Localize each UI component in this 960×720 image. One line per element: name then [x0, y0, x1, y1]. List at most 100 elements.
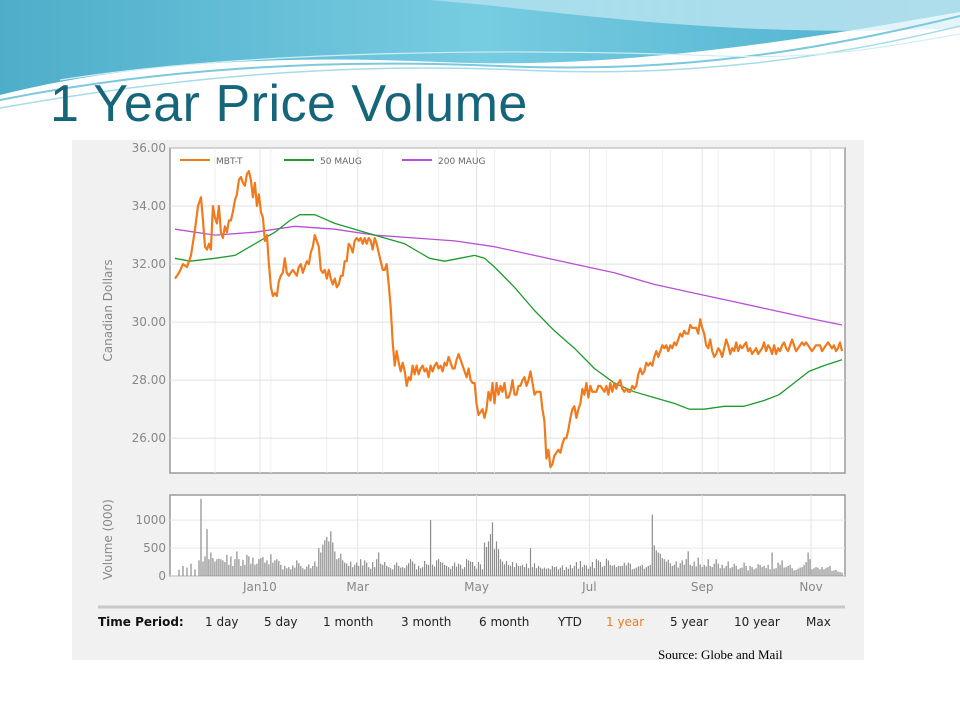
volume-bar — [412, 561, 414, 576]
volume-bar — [719, 568, 721, 576]
volume-bar — [216, 559, 218, 576]
volume-bar — [336, 559, 338, 576]
price-ytick-label: 32.00 — [132, 257, 166, 271]
volume-bar — [254, 564, 256, 576]
time-period-label: Time Period: — [98, 615, 184, 629]
volume-bar — [711, 567, 713, 576]
volume-bar — [553, 567, 555, 576]
volume-bar — [204, 556, 206, 576]
volume-bar — [573, 565, 575, 576]
volume-bar — [310, 568, 312, 576]
volume-bar — [242, 559, 244, 576]
volume-bar — [527, 568, 530, 576]
stock-chart: 36.00 34.00 32.00 30.00 28.00 26.00 Canadian D… — [98, 141, 846, 609]
price-plot-area — [169, 147, 846, 474]
volume-bar — [434, 566, 436, 576]
volume-bar — [743, 562, 745, 576]
volume-bar — [244, 564, 246, 576]
time-period-option-1-day[interactable]: 1 day — [205, 615, 239, 629]
volume-bar — [541, 568, 543, 576]
volume-bar — [775, 568, 777, 576]
volume-bar — [683, 564, 685, 576]
volume-bar — [178, 569, 180, 576]
volume-bar — [559, 567, 561, 576]
volume-bar — [801, 567, 803, 576]
volume-bar — [815, 567, 817, 576]
x-tick-label: Sep — [691, 580, 714, 594]
volume-bar — [477, 562, 480, 576]
volume-bar — [350, 561, 352, 576]
volume-bar — [769, 569, 771, 576]
time-period-option-1-year[interactable]: 1 year — [606, 615, 645, 629]
volume-bar — [410, 559, 412, 576]
volume-bar — [268, 564, 270, 576]
volume-bar — [793, 570, 795, 576]
time-period-option-10-year[interactable]: 10 year — [734, 615, 780, 629]
volume-bar — [501, 561, 504, 576]
volume-bar — [673, 564, 675, 576]
time-period-option-1-month[interactable]: 1 month — [323, 615, 374, 629]
volume-bar — [705, 566, 707, 576]
volume-y-axis-label: Volume (000) — [101, 499, 115, 580]
price-ytick-label: 34.00 — [132, 199, 166, 213]
volume-bar — [625, 565, 627, 576]
volume-bar — [535, 568, 538, 576]
time-period-option-3-month[interactable]: 3 month — [401, 615, 452, 629]
volume-bar — [276, 559, 278, 576]
volume-bar — [831, 571, 833, 576]
price-y-axis-label: Canadian Dollars — [101, 259, 115, 361]
volume-bar — [821, 567, 823, 576]
volume-bar — [384, 562, 386, 576]
volume-bar — [699, 564, 701, 576]
volume-bar — [709, 565, 711, 576]
volume-bar — [479, 564, 482, 576]
time-period-option-max[interactable]: Max — [806, 615, 831, 629]
volume-bar — [378, 552, 380, 576]
volume-bar — [561, 565, 563, 576]
volume-bar — [819, 569, 821, 576]
volume-bar — [324, 540, 326, 576]
volume-bar — [739, 568, 741, 576]
volume-bar — [428, 564, 430, 576]
volume-bar — [366, 562, 368, 576]
volume-bar — [839, 572, 841, 576]
volume-bar — [226, 554, 228, 576]
volume-bar — [370, 568, 372, 576]
volume-bar — [531, 567, 534, 576]
volume-bar — [390, 568, 392, 576]
volume-bar — [270, 554, 272, 576]
volume-bar — [440, 562, 442, 576]
volume-bar — [396, 562, 398, 576]
volume-bar — [481, 569, 484, 576]
header-wave-decoration — [0, 0, 960, 109]
volume-bar — [256, 563, 258, 576]
volume-bar — [294, 567, 296, 576]
legend-label: MBT-T — [216, 157, 243, 167]
time-period-option-5-year[interactable]: 5 year — [670, 615, 709, 629]
volume-bar — [627, 562, 629, 576]
volume-bar — [685, 559, 687, 576]
volume-bar — [322, 544, 324, 576]
volume-bar — [222, 560, 224, 576]
volume-bar — [653, 545, 655, 576]
volume-bar — [571, 568, 573, 576]
volume-bar — [517, 565, 520, 576]
time-period-option-ytd[interactable]: YTD — [558, 615, 582, 629]
volume-bar — [529, 548, 532, 576]
volume-bar — [827, 567, 829, 576]
volume-bar — [472, 562, 474, 576]
volume-bar — [549, 569, 551, 576]
volume-bar — [460, 564, 462, 576]
time-period-option-5-day[interactable]: 5 day — [264, 615, 298, 629]
volume-bar — [210, 552, 212, 576]
volume-bar — [635, 567, 637, 576]
volume-bar — [489, 534, 492, 576]
time-period-option-6-month[interactable]: 6 month — [479, 615, 530, 629]
volume-bar — [306, 566, 308, 576]
volume-bar — [631, 569, 633, 576]
volume-bar — [475, 568, 478, 576]
volume-bar — [807, 552, 809, 576]
volume-bar — [246, 554, 248, 576]
volume-bar — [545, 568, 547, 576]
volume-bar — [368, 567, 370, 576]
